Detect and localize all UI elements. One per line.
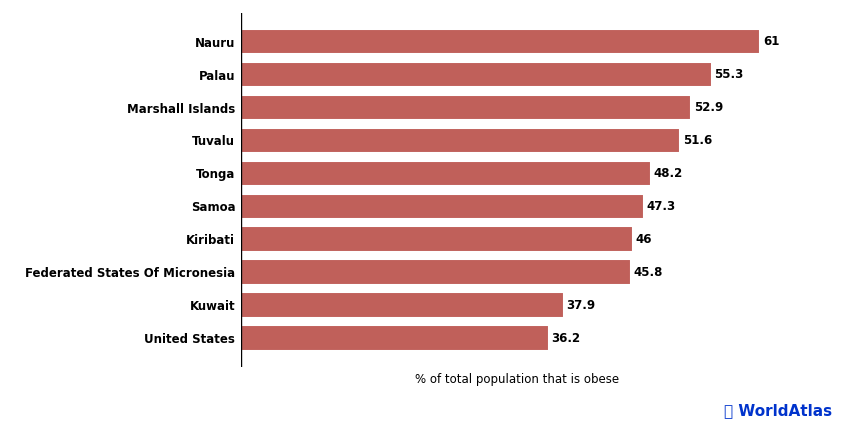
Bar — [241, 260, 630, 285]
Text: 36.2: 36.2 — [551, 332, 580, 345]
Bar — [241, 194, 643, 219]
Bar — [241, 325, 549, 351]
X-axis label: % of total population that is obese: % of total population that is obese — [415, 373, 619, 386]
Text: 48.2: 48.2 — [653, 167, 682, 180]
Text: 37.9: 37.9 — [565, 299, 594, 312]
Bar — [241, 29, 760, 54]
Text: 52.9: 52.9 — [693, 101, 722, 114]
Bar — [241, 292, 563, 318]
Bar — [241, 62, 711, 87]
Text: 47.3: 47.3 — [646, 200, 674, 213]
Bar — [241, 127, 679, 153]
Text: 55.3: 55.3 — [713, 68, 743, 81]
Bar — [241, 161, 651, 186]
Bar — [241, 95, 690, 120]
Text: 61: 61 — [762, 35, 778, 48]
Text: 51.6: 51.6 — [682, 134, 711, 147]
Text: 45.8: 45.8 — [633, 266, 662, 279]
Text: ⓘ WorldAtlas: ⓘ WorldAtlas — [723, 403, 831, 418]
Text: 46: 46 — [635, 233, 651, 246]
Bar — [241, 227, 632, 252]
